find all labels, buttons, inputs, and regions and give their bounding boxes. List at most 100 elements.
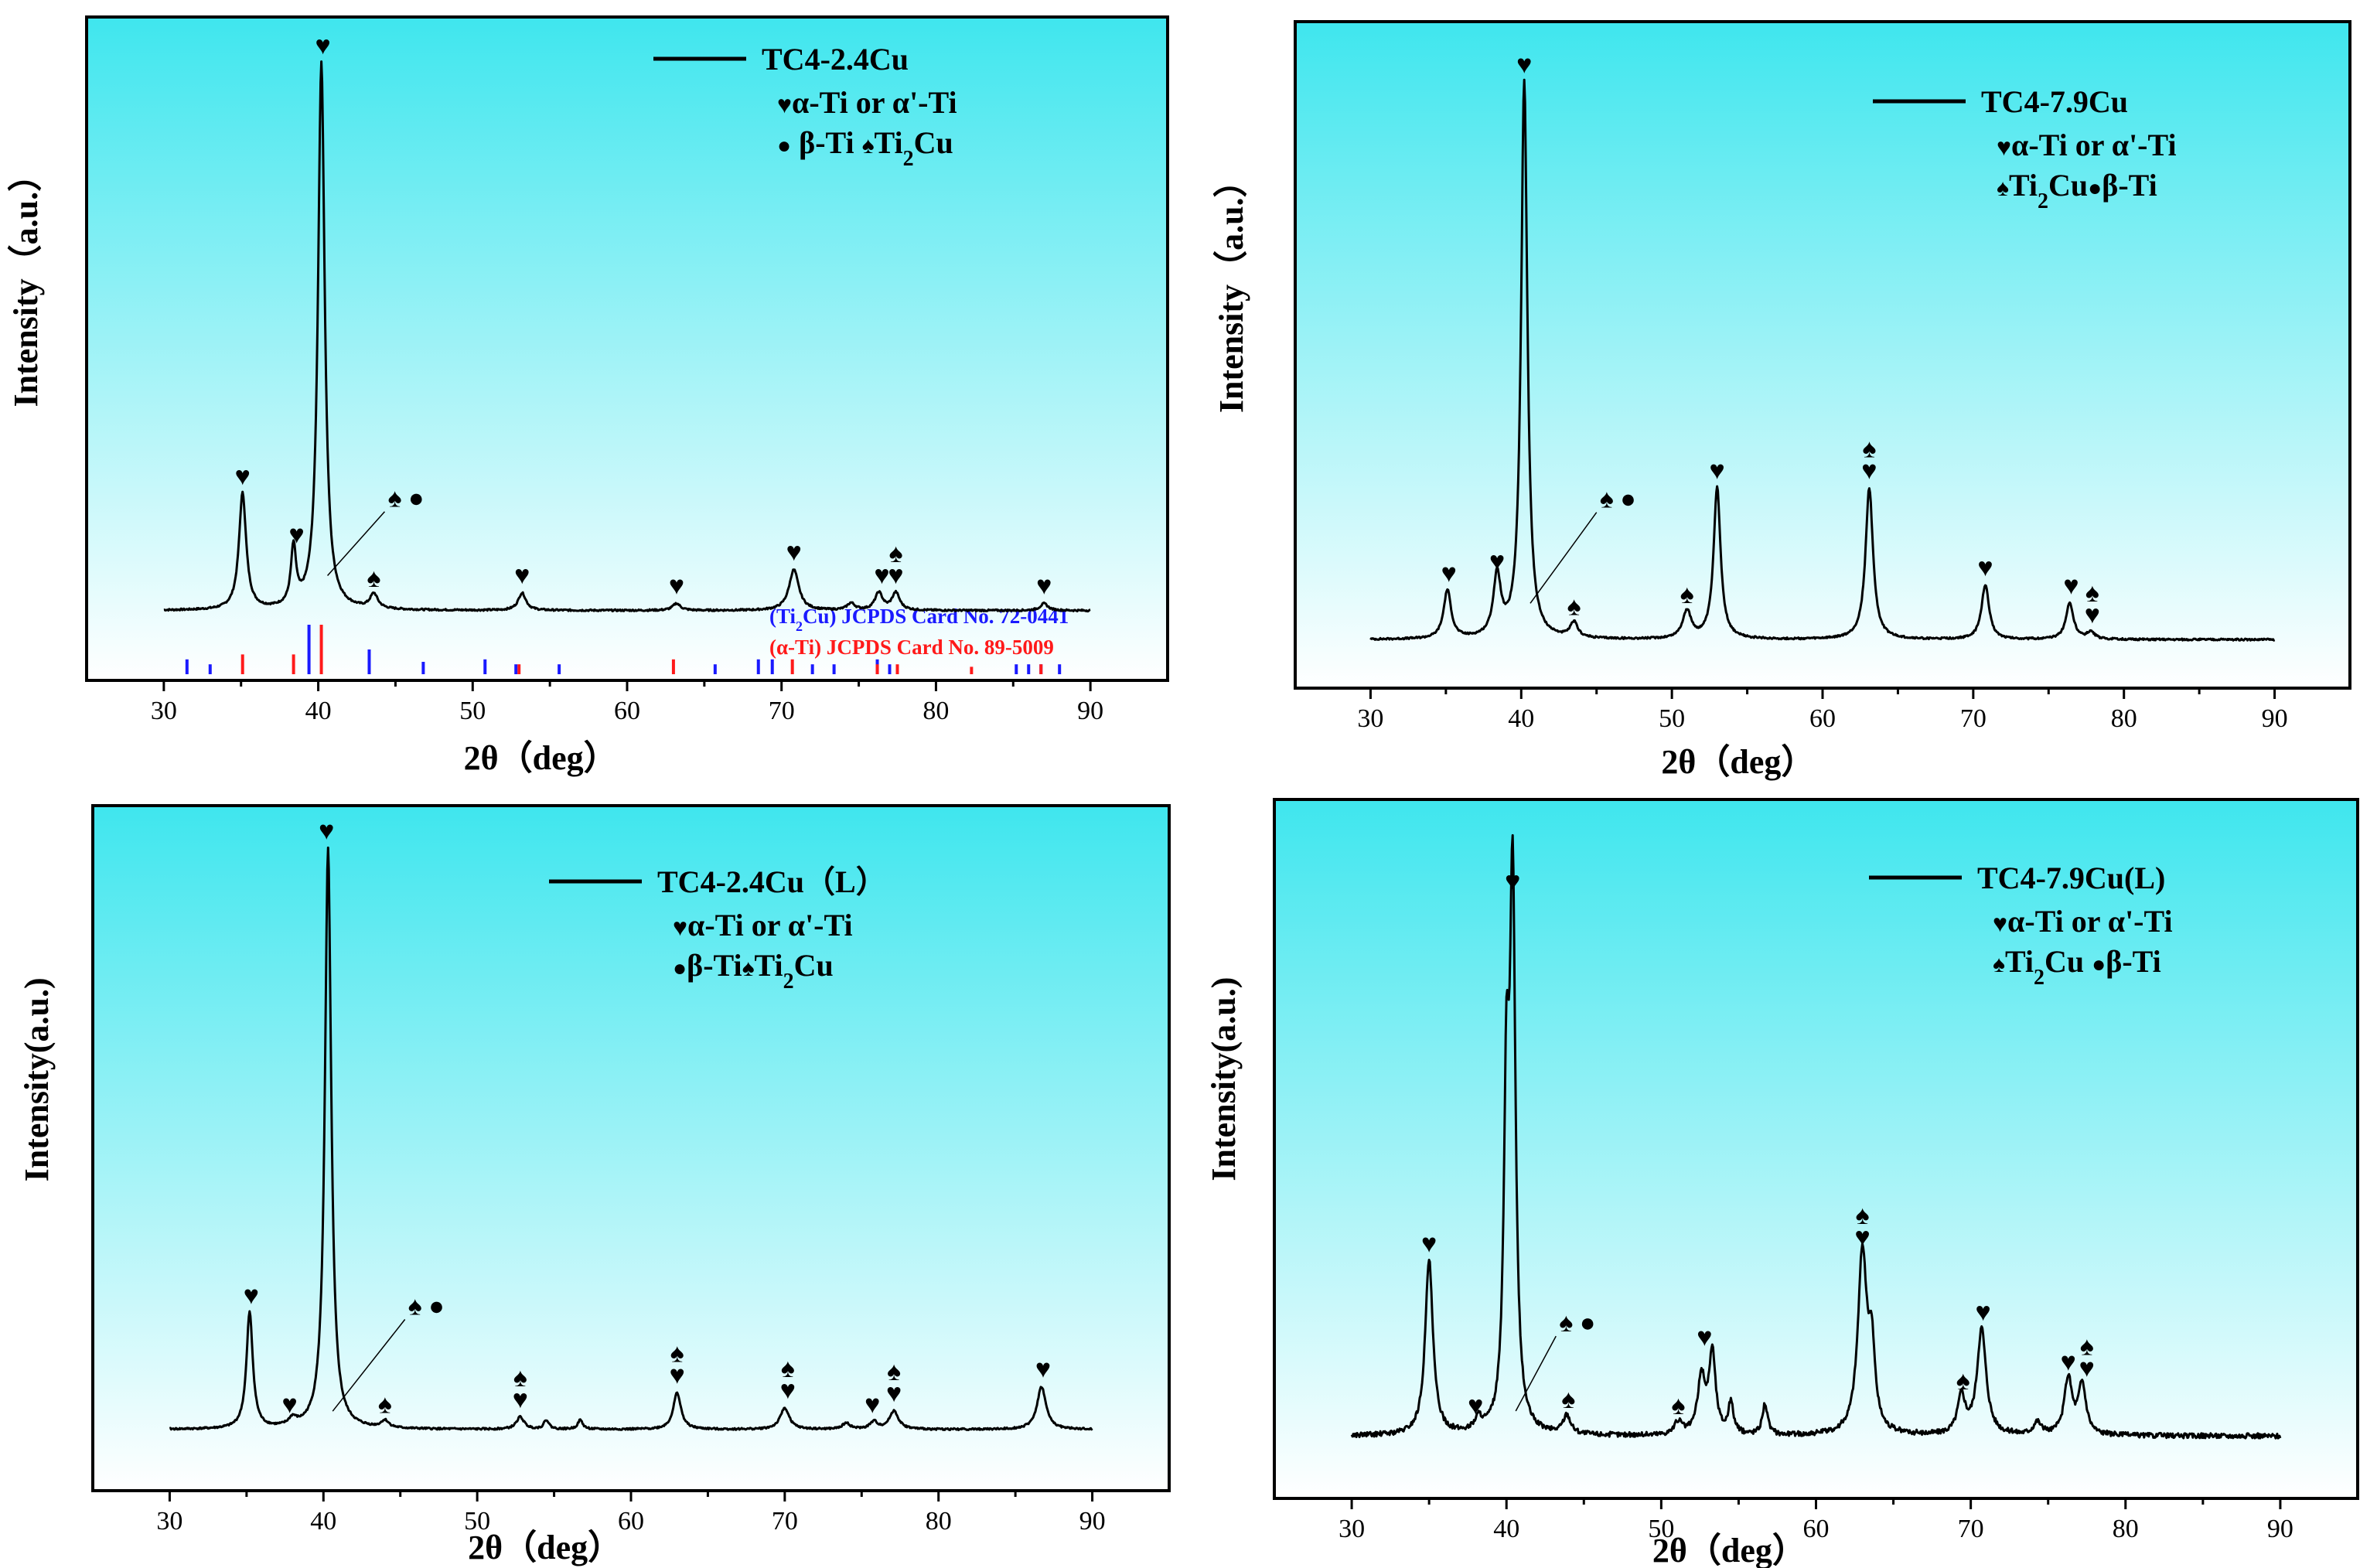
x-tick-label: 50 xyxy=(1659,704,1685,733)
heart-marker-icon: ♥ xyxy=(888,561,903,590)
heart-marker-icon: ♥ xyxy=(1505,868,1520,896)
spade-marker-icon: ♠ xyxy=(1956,1367,1970,1396)
x-tick-label: 90 xyxy=(1077,697,1103,725)
legend-phase-label: ♥α-Ti or α'-Ti xyxy=(1993,904,2173,939)
plot-background xyxy=(93,806,1169,1491)
x-axis-title: 2θ（deg） xyxy=(464,739,618,777)
x-tick-label: 50 xyxy=(1648,1515,1674,1543)
heart-marker-icon: ♥ xyxy=(1976,1298,1991,1327)
spade-marker-icon: ♠ xyxy=(1856,1202,1870,1230)
heart-marker-icon: ♥ xyxy=(886,1379,902,1408)
heart-marker-icon: ♥ xyxy=(1977,554,1993,582)
spade-marker-icon: ♠ xyxy=(513,1364,527,1392)
x-axis-title: 2θ（deg） xyxy=(1661,743,1815,781)
x-tick-label: 70 xyxy=(772,1507,798,1536)
heart-marker-icon: ♥ xyxy=(1421,1229,1437,1258)
callout-symbols: ♠ ● xyxy=(1559,1309,1595,1338)
x-tick-label: 60 xyxy=(1809,704,1836,733)
heart-marker-icon: ♥ xyxy=(1035,1355,1051,1384)
heart-marker-icon: ♥ xyxy=(670,1361,685,1389)
heart-marker-icon: ♥ xyxy=(865,1390,880,1419)
spade-marker-icon: ♠ xyxy=(887,1358,901,1386)
heart-marker-icon: ♥ xyxy=(786,538,802,567)
x-tick-label: 50 xyxy=(459,697,486,725)
x-tick-label: 40 xyxy=(305,697,332,725)
reference-label-alpha-ti: (α-Ti) JCPDS Card No. 89-5009 xyxy=(769,636,1054,659)
x-tick-label: 70 xyxy=(1958,1515,1984,1543)
x-tick-label: 90 xyxy=(2262,704,2288,733)
spade-marker-icon: ♠ xyxy=(1561,1386,1575,1414)
spade-marker-icon: ♠ xyxy=(378,1390,392,1419)
x-axis-title: 2θ（deg） xyxy=(468,1529,622,1566)
series-line xyxy=(169,846,1093,1431)
x-tick-label: 30 xyxy=(1339,1515,1365,1543)
x-tick-label: 40 xyxy=(310,1507,336,1536)
series-line xyxy=(1369,78,2276,642)
x-tick-label: 30 xyxy=(1357,704,1383,733)
heart-marker-icon: ♥ xyxy=(1489,547,1505,576)
plot-background xyxy=(1274,799,2358,1498)
heart-marker-icon: ♥ xyxy=(1036,572,1052,601)
heart-marker-icon: ♥ xyxy=(1854,1223,1870,1252)
heart-marker-icon: ♥ xyxy=(2079,1355,2095,1383)
callout-leader xyxy=(1515,1335,1557,1412)
y-axis-title: Intensity(a.u.) xyxy=(18,977,56,1181)
heart-marker-icon: ♥ xyxy=(1441,560,1457,588)
x-tick-label: 30 xyxy=(156,1507,182,1536)
x-tick-label: 70 xyxy=(769,697,795,725)
x-tick-label: 60 xyxy=(618,1507,644,1536)
legend-series-label: TC4-2.4Cu（L） xyxy=(657,864,887,899)
heart-marker-icon: ♥ xyxy=(315,32,330,60)
xrd-chart-1: (Ti2Cu) JCPDS Card No. 72-0441(α-Ti) JCP… xyxy=(7,15,1169,777)
spade-marker-icon: ♠ xyxy=(1862,435,1876,463)
heart-marker-icon: ♥ xyxy=(319,816,334,845)
legend-series-label: TC4-2.4Cu xyxy=(762,42,909,77)
x-tick-label: 80 xyxy=(2113,1515,2139,1543)
x-tick-label: 70 xyxy=(1960,704,1987,733)
x-tick-label: 80 xyxy=(926,1507,952,1536)
heart-marker-icon: ♥ xyxy=(1697,1323,1712,1352)
callout-leader xyxy=(326,511,386,577)
y-axis-title: Intensity（a.u.） xyxy=(7,158,45,407)
heart-marker-icon: ♥ xyxy=(2061,1348,2076,1377)
reference-label-ti2cu: (Ti2Cu) JCPDS Card No. 72-0441 xyxy=(769,605,1069,634)
heart-marker-icon: ♥ xyxy=(235,462,251,491)
heart-marker-icon: ♥ xyxy=(874,561,889,590)
legend-series-label: TC4-7.9Cu(L) xyxy=(1977,861,2165,895)
spade-marker-icon: ♠ xyxy=(2085,579,2099,608)
x-tick-label: 80 xyxy=(2111,704,2137,733)
x-tick-label: 30 xyxy=(151,697,177,725)
xrd-panel-tc4-2-4cu-l: ♥ ♥ ♥ ♠ ♥ ♠ ♥ ♠ ♥ ♠ ♥ ♥ ♠ ♥ ♠ ● 30 40 50 60 70 80 90 2θ（deg） In… xyxy=(0,784,1188,1568)
plot-background xyxy=(1295,22,2350,688)
legend-series-label: TC4-7.9Cu xyxy=(1981,84,2128,119)
x-tick-label: 80 xyxy=(922,697,949,725)
series-line xyxy=(163,60,1091,613)
spade-marker-icon: ♠ xyxy=(2080,1333,2094,1362)
heart-marker-icon: ♥ xyxy=(2085,601,2100,629)
callout-symbols: ♠ ● xyxy=(1600,486,1636,514)
x-axis-title: 2θ（deg） xyxy=(1652,1532,1806,1568)
spade-marker-icon: ♠ xyxy=(670,1339,684,1368)
y-axis-title: Intensity(a.u.) xyxy=(1205,977,1243,1181)
legend-phase-label: ♠Ti2Cu●β-Ti xyxy=(1997,168,2157,213)
plot-background xyxy=(87,17,1168,680)
callout-symbols: ♠ ● xyxy=(387,485,424,513)
heart-marker-icon: ♥ xyxy=(669,572,684,601)
legend-phase-label: ♥α-Ti or α'-Ti xyxy=(673,908,853,943)
series-line xyxy=(1350,833,2282,1440)
x-tick-label: 40 xyxy=(1493,1515,1519,1543)
heart-marker-icon: ♥ xyxy=(1861,456,1877,485)
x-tick-label: 90 xyxy=(1079,1507,1106,1536)
xrd-chart-3: ♥♥♥♠ ♥♠ ♥♠♥♠♥ ♥♠ ♥♠ ●30 40 50 60 70 80 902θ（deg）In… xyxy=(18,804,1171,1566)
heart-marker-icon: ♥ xyxy=(513,1386,528,1414)
legend-phase-label: ♥α-Ti or α'-Ti xyxy=(1997,128,2177,162)
heart-marker-icon: ♥ xyxy=(780,1376,796,1405)
spade-marker-icon: ♠ xyxy=(1671,1392,1685,1420)
y-axis-title: Intensity（a.u.） xyxy=(1212,163,1250,413)
x-tick-label: 50 xyxy=(464,1507,490,1536)
callout-symbols: ♠ ● xyxy=(408,1293,445,1321)
x-tick-label: 40 xyxy=(1508,704,1534,733)
callout-leader xyxy=(332,1319,406,1412)
heart-marker-icon: ♥ xyxy=(1468,1392,1483,1420)
spade-marker-icon: ♠ xyxy=(888,540,902,568)
